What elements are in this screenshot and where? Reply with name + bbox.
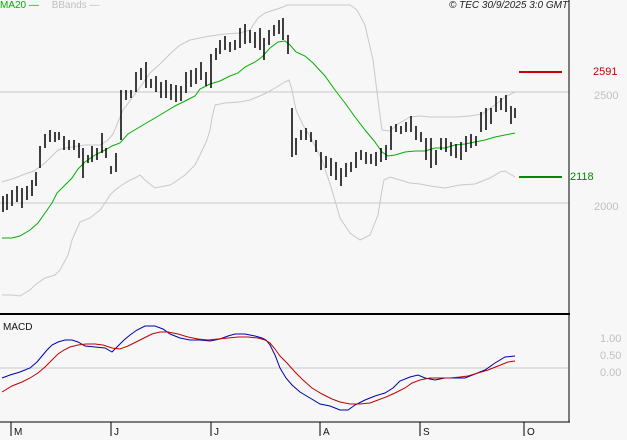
- price-label-2500: 2500: [594, 90, 619, 102]
- resistance-label: 2591: [593, 66, 618, 78]
- macd-signal-line: [1, 331, 516, 405]
- x-axis-ticks: [10, 422, 525, 436]
- support-label: 2118: [570, 171, 594, 183]
- macd-label-0: 0.00: [600, 367, 622, 379]
- macd-panel-title: MACD: [3, 322, 33, 333]
- copyright-timestamp: © TEC 30/9/2025 3:0 GMT: [449, 0, 569, 11]
- price-label-2000: 2000: [594, 201, 619, 213]
- bband-lower-line: [2, 79, 516, 297]
- macd-label-0-5: 0.50: [600, 350, 622, 362]
- macd-label-1: 1.00: [600, 333, 622, 345]
- chart-legend: MA20 — BBands —: [0, 0, 100, 12]
- x-label-jul: J: [214, 427, 219, 438]
- macd-line: [1, 325, 516, 411]
- legend-bbands: BBands —: [51, 0, 100, 11]
- x-label-aug: A: [323, 427, 330, 438]
- price-bars: [2, 18, 516, 212]
- x-label-may: M: [14, 427, 23, 438]
- x-label-jun: J: [114, 427, 119, 438]
- ma20-line: [2, 40, 516, 239]
- x-label-oct: O: [527, 427, 535, 438]
- x-label-sep: S: [423, 427, 430, 438]
- legend-ma20: MA20 —: [0, 0, 39, 11]
